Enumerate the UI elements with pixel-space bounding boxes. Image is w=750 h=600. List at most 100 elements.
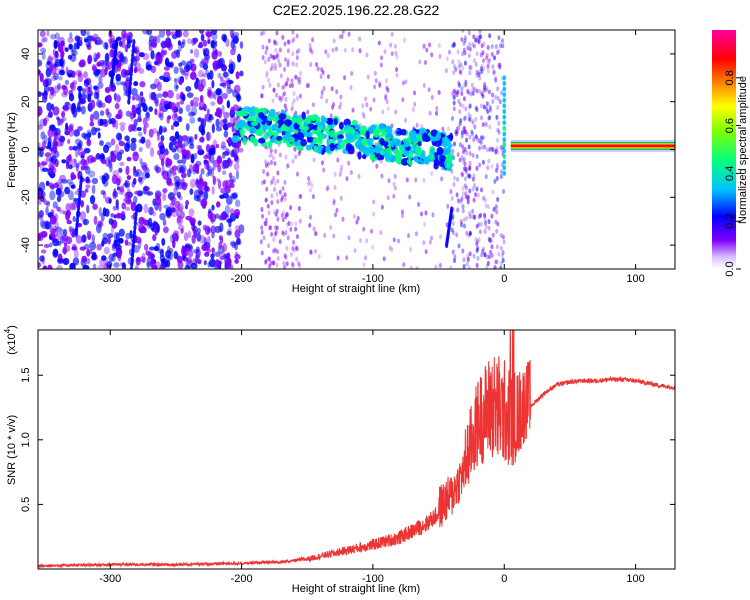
spectrogram-cell <box>462 264 466 269</box>
spectrogram-cell <box>488 57 492 63</box>
y-tick-label: 20 <box>20 96 32 108</box>
spectrogram-cell <box>291 101 295 107</box>
spectrogram-cell <box>369 153 376 161</box>
spectrogram-cell <box>158 151 166 161</box>
spectrogram-cell <box>83 79 90 87</box>
snr-series-line <box>38 330 675 569</box>
spectrogram-cell <box>69 32 73 39</box>
spectrogram-cell <box>449 265 453 269</box>
spectrogram-cell <box>166 177 173 185</box>
spectrogram-cell <box>197 144 203 152</box>
spectrogram-cell <box>131 247 135 254</box>
spectrogram-cell <box>38 142 41 147</box>
spectrogram-cell <box>85 176 90 183</box>
spectrogram-cell <box>228 172 233 179</box>
spectrogram-cell <box>219 255 226 261</box>
spectrogram-cell <box>270 179 274 185</box>
spectrogram-cell <box>211 123 215 134</box>
spectrogram-cell <box>186 257 193 264</box>
spectrogram-cell <box>494 75 498 81</box>
spectrogram-cell <box>118 167 123 173</box>
spectrogram-cell <box>48 147 54 152</box>
spectrogram-cell <box>276 170 280 176</box>
spectrogram-cell <box>500 38 504 44</box>
spectrogram-cell <box>152 234 157 242</box>
spectrogram-cell <box>357 173 361 179</box>
spectrogram-cell <box>415 122 419 128</box>
spectrogram-cell <box>220 187 226 194</box>
spectrogram-cell <box>269 225 273 231</box>
spectrogram-cell <box>465 261 469 267</box>
spectrogram-cell <box>307 176 311 182</box>
spectrogram-cell <box>68 225 72 233</box>
spectrogram-cell <box>494 149 498 155</box>
spectrogram-cell <box>403 117 407 123</box>
spectrogram-cell <box>437 42 441 48</box>
spectrogram-cell <box>468 64 472 70</box>
spectrogram-cell <box>249 135 256 144</box>
spectrogram-cell <box>283 196 287 202</box>
spectrogram-cell <box>290 78 294 84</box>
spectrogram-cell <box>86 257 91 265</box>
spectrogram-cell <box>460 171 464 177</box>
spectrogram-cell <box>278 152 282 158</box>
spectrogram-cell <box>134 210 138 217</box>
spectrogram-cell <box>133 81 139 87</box>
spectrogram-cell <box>260 93 264 99</box>
spectrogram-cell <box>119 185 125 193</box>
spectrogram-cell <box>117 237 124 244</box>
spectrogram-cell <box>298 70 302 76</box>
spectrogram-cell <box>147 206 155 216</box>
spectrogram-cell <box>86 230 92 240</box>
spectrogram-cell <box>148 128 154 138</box>
spectrogram-cell <box>189 245 193 252</box>
spectrogram-cell <box>228 63 234 70</box>
spectrogram-cell <box>474 192 478 198</box>
spectrogram-cell <box>64 47 69 52</box>
spectrogram-cell <box>495 244 499 250</box>
spectrogram-cell <box>41 51 46 61</box>
spectrogram-cell <box>461 103 465 109</box>
spectrogram-cell <box>74 148 79 158</box>
spectrogram-cell <box>352 213 356 219</box>
spectrogram-cell <box>471 152 475 158</box>
spectrogram-cell <box>329 130 336 138</box>
spectrogram-cell <box>386 106 390 112</box>
spectrogram-cell <box>64 186 70 195</box>
spectrogram-cell <box>306 118 312 124</box>
spectrogram-cell <box>209 154 215 164</box>
spectrogram-cell <box>193 101 199 107</box>
spectrogram-cell <box>284 230 288 236</box>
spectrogram-cell <box>160 135 165 142</box>
spectrogram-cell <box>96 99 103 108</box>
spectrogram-cell <box>320 160 324 166</box>
spectrogram-cell <box>430 94 434 100</box>
spectrogram-cell <box>458 109 462 115</box>
spectrogram-cell <box>486 109 490 115</box>
spectrogram-cell <box>146 257 151 267</box>
spectrogram-cell <box>48 235 53 240</box>
spectrogram-cell <box>272 260 276 266</box>
spectrogram-cell <box>485 101 489 107</box>
spectrogram-cell <box>200 33 205 42</box>
spectrogram-cell <box>502 165 507 171</box>
spectrogram-cell <box>138 176 143 183</box>
spectrogram-cell <box>101 118 108 125</box>
spectrogram-cell <box>463 116 467 122</box>
spectrogram-cell <box>483 252 487 258</box>
spectrogram-cell <box>264 197 268 203</box>
spectrogram-cell <box>491 99 495 105</box>
spectrogram-cell <box>156 224 160 233</box>
spectrogram-cell <box>55 226 63 232</box>
spectrogram-cell <box>162 192 167 201</box>
spectrogram-cell <box>310 183 314 189</box>
spectrogram-cell <box>466 256 470 262</box>
spectrogram-cell <box>150 222 155 231</box>
spectrogram-cell <box>132 233 136 240</box>
spectrogram-cell <box>464 79 468 85</box>
spectrogram-cell <box>499 265 503 269</box>
spectrogram-cell <box>339 101 343 107</box>
spectrogram-cell <box>184 72 189 80</box>
spectrogram-cell <box>190 49 194 54</box>
spectrogram-cell <box>486 261 490 267</box>
